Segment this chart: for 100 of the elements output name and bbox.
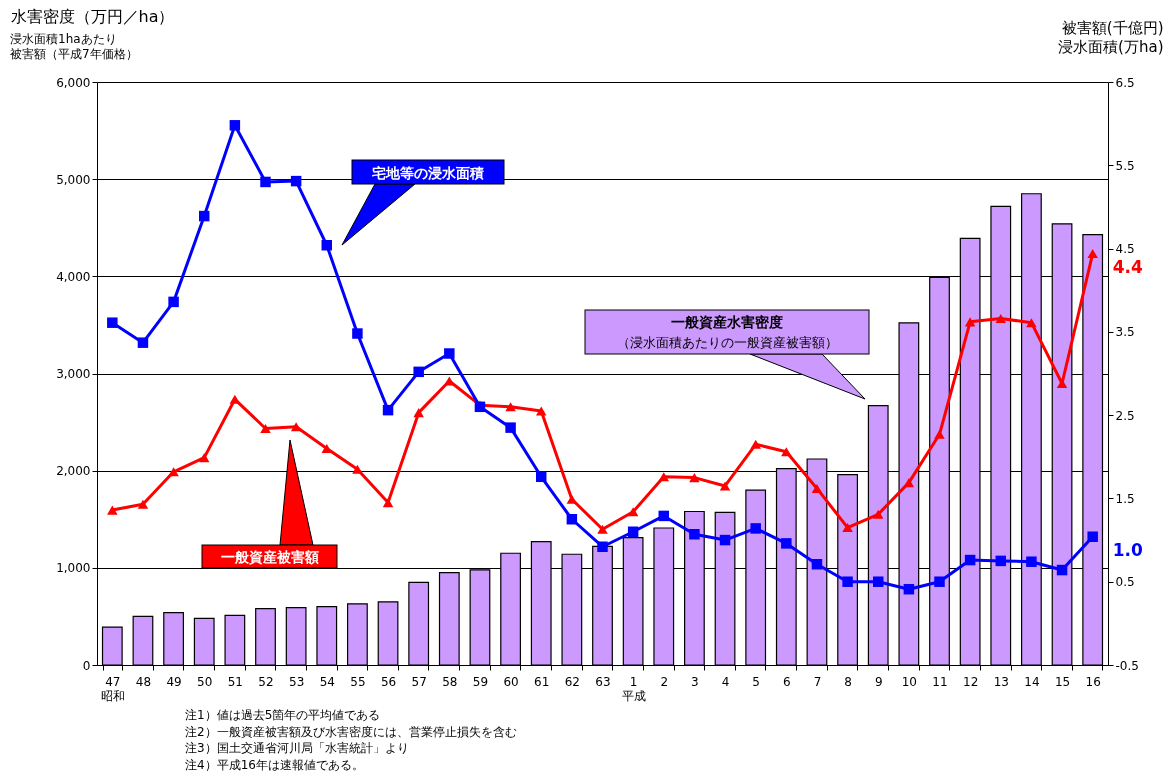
point: [382, 404, 394, 416]
point: [597, 524, 608, 534]
y2-tick-label: 0.5: [1115, 575, 1135, 590]
point: [689, 473, 700, 483]
x-tick-label: 53: [289, 674, 305, 689]
point: [934, 576, 945, 587]
point: [719, 534, 731, 546]
y2-tick-label: 2.5: [1115, 408, 1135, 423]
x-tick-label: 47 昭和: [100, 674, 125, 703]
y2-tick-label: -0.5: [1115, 658, 1139, 673]
point: [535, 406, 547, 416]
point: [903, 478, 915, 488]
point: [1087, 531, 1098, 542]
annotation: （浸水面積あたりの一般資産被害額）: [616, 335, 838, 350]
text: 注1）値は過去5箇年の平均値である: [185, 708, 381, 722]
x-tick-label: 62: [564, 674, 580, 689]
point: [811, 558, 823, 570]
x-tick-label: 49: [166, 674, 182, 689]
text: 浸水面積1haあたり: [10, 32, 117, 46]
x-tick-label: 51: [227, 674, 243, 689]
x-tick-label: 58: [442, 674, 458, 689]
y2-tick-label: 6.5: [1115, 75, 1135, 90]
point: [413, 366, 424, 378]
x-tick-label: 5: [752, 674, 760, 689]
y-tick-label: 3,000: [56, 367, 91, 381]
x-tick-label: 6: [783, 674, 791, 689]
data-label: 1.0: [1112, 539, 1143, 560]
point: [781, 538, 792, 549]
x-tick-label: 63: [595, 674, 611, 689]
text: 被害額（平成7年価格）: [10, 47, 138, 61]
point: [872, 576, 884, 587]
x-tick-label: 48: [135, 674, 152, 689]
y-tick-label: 6,000: [56, 75, 91, 90]
x-tick-label: 4: [721, 674, 730, 689]
x-tick-label: 8: [844, 674, 852, 689]
text: 宅地等の浸水面積: [372, 165, 484, 181]
point: [750, 439, 761, 449]
point: [107, 505, 118, 515]
x-tick-label: 1 平成: [621, 674, 646, 703]
point: [535, 471, 547, 483]
y-axis-title: 水害密度（万円／ha）: [10, 6, 175, 26]
data-label: 4.4: [1112, 256, 1143, 277]
point: [1087, 249, 1098, 259]
point: [352, 328, 363, 339]
point: [198, 210, 210, 222]
x-tick-label: 55: [350, 674, 366, 689]
x-tick-label: 11: [932, 674, 948, 689]
x-tick-label: 10: [901, 674, 917, 689]
point: [444, 348, 455, 359]
x-tick-label: 61: [534, 674, 550, 689]
x-tick-label: 60: [503, 674, 519, 689]
point: [168, 467, 179, 477]
point: [352, 464, 363, 474]
point: [781, 447, 792, 457]
point: [627, 526, 639, 537]
x-tick-label: 57: [411, 674, 427, 689]
y-tick-label: 5,000: [56, 172, 91, 187]
point: [566, 514, 578, 525]
y-tick-label: 2,000: [56, 464, 91, 479]
point: [290, 422, 302, 432]
point: [658, 510, 670, 522]
point: [689, 529, 700, 540]
text: 一般資産被害額: [220, 549, 319, 565]
y2-tick-label: 3.5: [1115, 325, 1135, 340]
point: [872, 509, 884, 519]
point: [842, 576, 853, 587]
x-tick-label: 15: [1054, 674, 1071, 689]
point: [321, 240, 333, 251]
x-tick-label: 3: [691, 674, 699, 689]
text: 注2）一般資産被害額及び水害密度には、営業停止損失を含む: [185, 724, 517, 739]
point: [811, 483, 823, 493]
point: [137, 499, 149, 509]
point: [842, 523, 853, 533]
point: [934, 429, 945, 439]
point: [260, 176, 271, 188]
x-tick-label: 54: [319, 674, 335, 689]
x-tick-label: 12: [963, 674, 979, 689]
y-tick-label: 1,000: [56, 561, 91, 576]
y2-tick-label: 1.5: [1115, 491, 1135, 506]
point: [627, 507, 639, 517]
point: [1056, 564, 1068, 576]
point: [964, 554, 976, 566]
point: [382, 498, 394, 508]
point: [107, 317, 118, 328]
point: [137, 337, 149, 348]
text: 注3）国土交通省河川局「水害統計」より: [185, 741, 409, 755]
text: 注4）平成16年は速報値である。: [185, 757, 364, 772]
y2-tick-label: 5.5: [1115, 158, 1135, 173]
point: [505, 422, 516, 433]
point: [168, 296, 179, 308]
point: [198, 453, 210, 463]
point: [260, 423, 271, 434]
y2-axis-title: 被害額(千億円)浸水面積(万ha): [1058, 18, 1164, 56]
x-tick-label: 7: [813, 674, 822, 689]
point: [658, 472, 670, 482]
x-tick-label: 13: [993, 674, 1009, 689]
point: [290, 175, 302, 187]
y-tick-label: 0: [82, 658, 91, 673]
point: [597, 541, 608, 552]
x-tick-label: 2: [660, 674, 669, 689]
